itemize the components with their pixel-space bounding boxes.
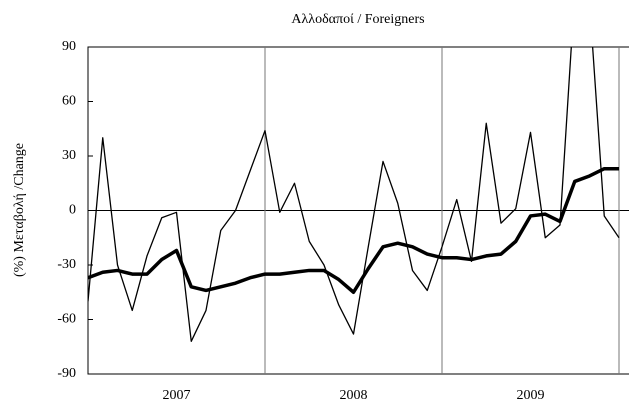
x-tick-label: 2009	[517, 388, 545, 403]
y-axis-label: (%) Μεταβολή /Change	[12, 143, 27, 277]
x-tick-label: 2007	[163, 388, 191, 403]
y-tick-label: -60	[57, 312, 76, 327]
y-tick-label: 30	[62, 148, 76, 163]
y-tick-label: -30	[57, 257, 76, 272]
series-line	[88, 47, 620, 342]
y-tick-label: 90	[62, 39, 76, 54]
y-tick-label: 60	[62, 94, 76, 109]
chart-title: Αλλοδαποί / Foreigners	[291, 12, 424, 27]
y-tick-label: -90	[57, 366, 76, 381]
y-tick-label: 0	[69, 203, 76, 218]
series-line	[88, 166, 619, 294]
plot-area	[88, 47, 620, 342]
x-tick-label: 2008	[340, 388, 368, 403]
